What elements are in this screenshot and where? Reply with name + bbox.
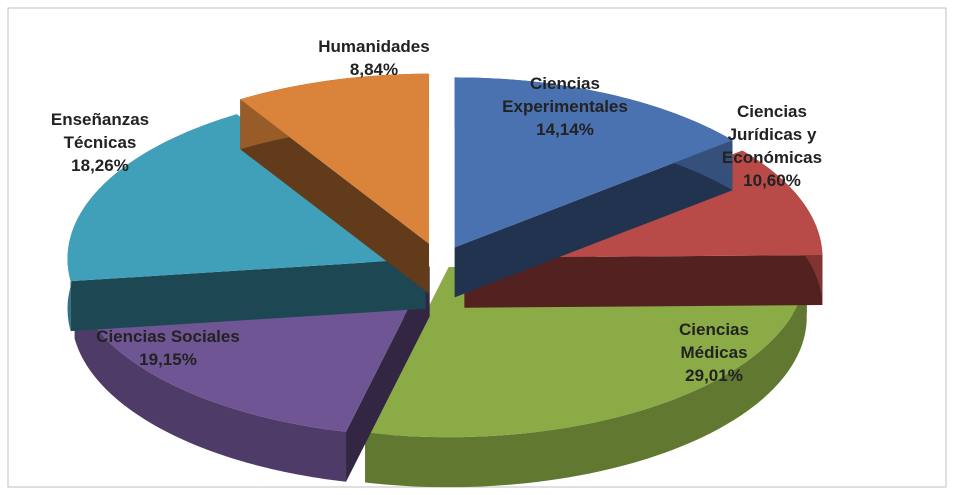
category-label: Ciencias Sociales [96, 327, 240, 346]
slice [454, 77, 733, 248]
data-label: Enseñanzas Técnicas 18,26% [35, 108, 165, 177]
data-label: Humanidades 8,84% [299, 35, 449, 81]
value-label: 10,60% [743, 171, 801, 190]
data-label: Ciencias Médicas 29,01% [654, 318, 774, 387]
category-label: Ciencias Jurídicas y Económicas [721, 102, 823, 167]
value-label: 19,15% [139, 350, 197, 369]
slice-side [240, 99, 430, 294]
value-label: 18,26% [71, 156, 129, 175]
slice-rim [365, 264, 807, 488]
slice [67, 114, 426, 282]
slice-side [346, 266, 430, 482]
data-label: Ciencias Experimentales 14,14% [475, 72, 655, 141]
slice-side [464, 254, 823, 308]
value-label: 8,84% [349, 60, 399, 79]
slice-rim [74, 288, 347, 482]
category-label: Ciencias Experimentales [502, 74, 628, 116]
category-label: Humanidades [318, 37, 430, 56]
slice-side [454, 140, 733, 298]
value-label: 14,14% [536, 120, 594, 139]
category-label: Ciencias Médicas [679, 320, 749, 362]
slice-side [70, 258, 426, 332]
slice [240, 73, 430, 244]
value-label: 29,01% [685, 366, 743, 385]
data-label: Ciencias Sociales 19,15% [78, 325, 258, 371]
category-label: Enseñanzas Técnicas [50, 110, 150, 152]
data-label: Ciencias Jurídicas y Económicas 10,60% [707, 100, 837, 192]
